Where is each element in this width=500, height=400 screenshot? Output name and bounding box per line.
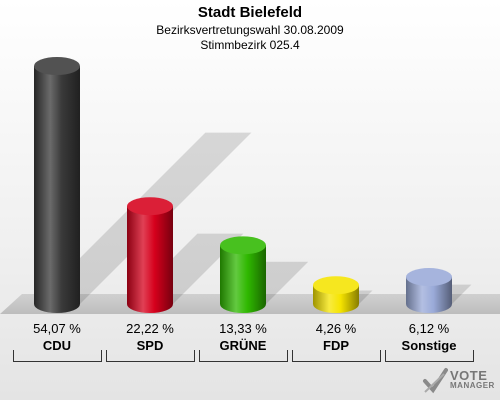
bar-spd	[127, 206, 173, 313]
value-label: 54,07 %	[33, 321, 81, 336]
category-label: Sonstige	[401, 338, 457, 353]
chart-subtitle: Bezirksvertretungswahl 30.08.2009	[156, 23, 344, 37]
value-label: 4,26 %	[315, 321, 357, 336]
logo-word-vote: VOTE	[450, 368, 488, 383]
chart-title: Stadt Bielefeld	[197, 4, 303, 21]
vote-manager-logo: VOTE MANAGER	[422, 366, 494, 396]
category-label: GRÜNE	[219, 338, 267, 353]
bar-cdu	[34, 66, 80, 313]
category-label: SPD	[136, 338, 164, 353]
value-label: 13,33 %	[219, 321, 267, 336]
bars	[34, 57, 452, 313]
bar-top-grüne	[220, 236, 266, 255]
bar-grüne	[220, 245, 266, 313]
bar-top-sonstige	[406, 268, 452, 287]
category-bracket	[13, 350, 102, 362]
bar-top-fdp	[313, 276, 359, 295]
bar-top-cdu	[34, 57, 80, 75]
category-bracket	[385, 350, 474, 362]
value-label: 22,22 %	[126, 321, 174, 336]
vote-manager-check-icon	[423, 368, 448, 394]
category-bracket	[292, 350, 381, 362]
category-label: FDP	[323, 338, 349, 353]
category-bracket	[199, 350, 288, 362]
chart-subtitle-district: Stimmbezirk 025.4	[200, 38, 300, 52]
value-label: 6,12 %	[408, 321, 450, 336]
bar-top-spd	[127, 197, 173, 216]
category-label: CDU	[42, 338, 72, 353]
logo-word-manager: MANAGER	[450, 381, 495, 390]
bar-sonstige	[406, 277, 452, 313]
category-bracket	[106, 350, 195, 362]
